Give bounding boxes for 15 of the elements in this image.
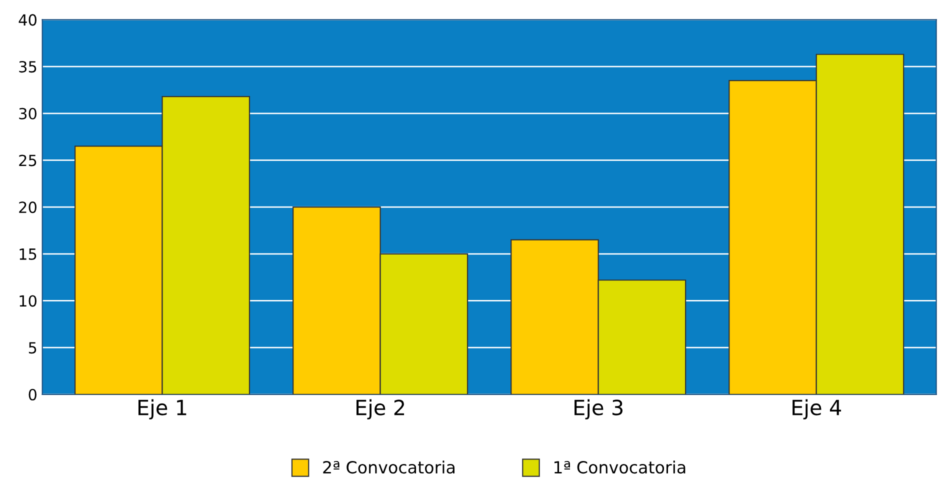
legend-label: 1ª Convocatoria	[554, 460, 686, 474]
x-tick-label: Eje 4	[792, 399, 842, 420]
y-tick-label: 35	[19, 61, 36, 73]
y-tick-label: 15	[20, 248, 36, 260]
y-tick-label: 25	[19, 154, 36, 166]
y-tick-label: 40	[18, 14, 36, 26]
y-tick-label: 10	[20, 295, 36, 307]
y-tick-label: 5	[28, 342, 36, 354]
y-tick-label: 30	[19, 108, 36, 120]
x-tick-label: Eje 3	[574, 399, 622, 420]
x-tick-label: Eje 2	[356, 399, 404, 420]
y-tick-label: 0	[28, 388, 36, 400]
y-tick-label: 20	[19, 202, 36, 214]
legend-label: 2ª Convocatoria	[323, 460, 454, 474]
x-tick-label: Eje 1	[138, 399, 186, 420]
